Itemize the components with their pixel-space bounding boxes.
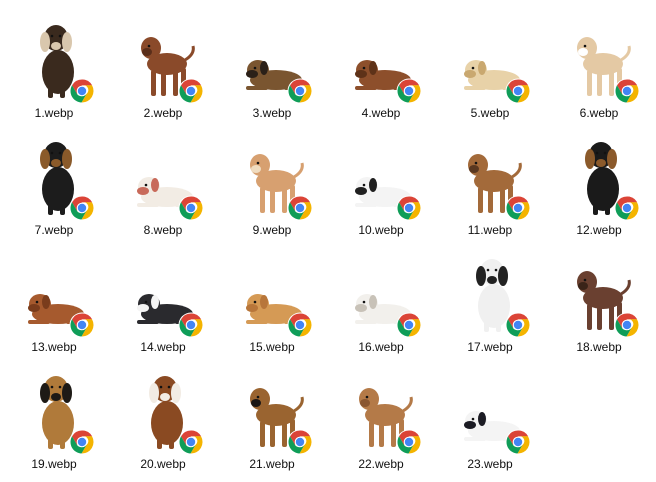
file-item[interactable]: 14.webp: [109, 242, 217, 354]
file-item[interactable]: 2.webp: [109, 8, 217, 120]
file-name-label: 21.webp: [249, 457, 295, 471]
file-item[interactable]: 3.webp: [218, 8, 326, 120]
file-item[interactable]: 21.webp: [218, 359, 326, 471]
file-item[interactable]: 7.webp: [0, 125, 108, 237]
file-name-label: 13.webp: [31, 340, 77, 354]
file-item[interactable]: 15.webp: [218, 242, 326, 354]
chrome-icon: [69, 78, 95, 104]
chrome-icon: [287, 78, 313, 104]
file-name-label: 2.webp: [143, 106, 183, 120]
file-name-label: 18.webp: [576, 340, 622, 354]
file-item[interactable]: 9.webp: [218, 125, 326, 237]
file-name-label: 16.webp: [358, 340, 404, 354]
file-name-label: 9.webp: [252, 223, 292, 237]
file-name-label: 4.webp: [361, 106, 401, 120]
german-shepherd-sitting-thumbnail: [20, 365, 92, 455]
file-name-label: 1.webp: [34, 106, 74, 120]
chrome-icon: [69, 312, 95, 338]
file-item[interactable]: 22.webp: [327, 359, 435, 471]
file-item[interactable]: 4.webp: [327, 8, 435, 120]
file-name-label: 5.webp: [470, 106, 510, 120]
chow-chow-standing-thumbnail: [129, 14, 201, 104]
papillon-lying-thumbnail: [456, 365, 528, 455]
chrome-icon: [287, 312, 313, 338]
chrome-icon: [505, 312, 531, 338]
file-item[interactable]: 13.webp: [0, 242, 108, 354]
german-shepherd-standing-thumbnail: [238, 365, 310, 455]
file-item[interactable]: 11.webp: [436, 125, 544, 237]
file-item[interactable]: 17.webp: [436, 242, 544, 354]
file-name-label: 19.webp: [31, 457, 77, 471]
chrome-icon: [505, 195, 531, 221]
file-name-label: 3.webp: [252, 106, 292, 120]
chrome-icon: [614, 195, 640, 221]
chrome-icon: [287, 195, 313, 221]
dalmatian-lying-thumbnail: [347, 131, 419, 221]
chrome-icon: [396, 312, 422, 338]
file-item[interactable]: 12.webp: [545, 125, 653, 237]
chrome-icon: [505, 429, 531, 455]
setter-sitting-thumbnail: [456, 248, 528, 338]
golden-retriever-lying-thumbnail: [238, 248, 310, 338]
basset-hound-sitting-thumbnail: [129, 365, 201, 455]
chihuahua-standing-thumbnail: [565, 14, 637, 104]
rottweiler-sitting-thumbnail: [20, 131, 92, 221]
chrome-icon: [69, 429, 95, 455]
chihuahua-standing-thumbnail: [565, 248, 637, 338]
bulldog-lying-thumbnail: [129, 131, 201, 221]
chrome-icon: [178, 195, 204, 221]
file-item[interactable]: 20.webp: [109, 359, 217, 471]
chrome-icon: [178, 312, 204, 338]
file-name-label: 12.webp: [576, 223, 622, 237]
file-name-label: 8.webp: [143, 223, 183, 237]
file-name-label: 23.webp: [467, 457, 513, 471]
file-name-label: 20.webp: [140, 457, 186, 471]
file-name-label: 10.webp: [358, 223, 404, 237]
file-item[interactable]: 5.webp: [436, 8, 544, 120]
rottweiler-puppy-sitting-thumbnail: [565, 131, 637, 221]
chrome-icon: [614, 312, 640, 338]
chrome-icon: [396, 195, 422, 221]
chrome-icon: [396, 78, 422, 104]
file-name-label: 22.webp: [358, 457, 404, 471]
file-item[interactable]: 10.webp: [327, 125, 435, 237]
terrier-begging-thumbnail: [456, 131, 528, 221]
chrome-icon: [614, 78, 640, 104]
file-name-label: 11.webp: [467, 223, 513, 237]
file-item[interactable]: 23.webp: [436, 359, 544, 471]
file-item[interactable]: 18.webp: [545, 242, 653, 354]
chrome-icon: [287, 429, 313, 455]
chrome-icon: [396, 429, 422, 455]
white-dog-lying-thumbnail: [347, 248, 419, 338]
file-name-label: 17.webp: [467, 340, 513, 354]
file-item[interactable]: 8.webp: [109, 125, 217, 237]
file-item[interactable]: 16.webp: [327, 242, 435, 354]
basset-hound-sitting-thumbnail: [20, 14, 92, 104]
chrome-icon: [178, 429, 204, 455]
file-name-label: 6.webp: [579, 106, 619, 120]
file-name-label: 15.webp: [249, 340, 295, 354]
file-name-label: 14.webp: [140, 340, 186, 354]
file-item[interactable]: 19.webp: [0, 359, 108, 471]
file-item[interactable]: 1.webp: [0, 8, 108, 120]
cocker-spaniel-lying-thumbnail: [20, 248, 92, 338]
chrome-icon: [69, 195, 95, 221]
file-name-label: 7.webp: [34, 223, 74, 237]
chrome-icon: [178, 78, 204, 104]
file-item[interactable]: 6.webp: [545, 8, 653, 120]
chrome-icon: [505, 78, 531, 104]
